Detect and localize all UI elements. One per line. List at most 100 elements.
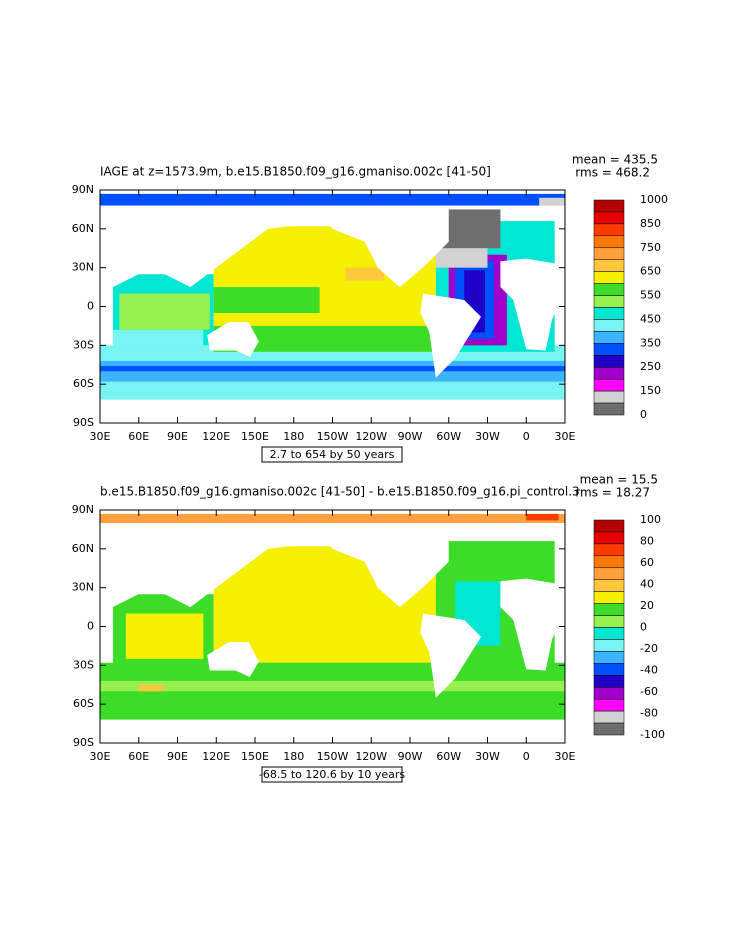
ocean-field (100, 513, 565, 523)
lon-label: 90W (398, 430, 423, 443)
panel-title: IAGE at z=1573.9m, b.e15.B1850.f09_g16.g… (100, 165, 491, 179)
land (420, 613, 482, 698)
lat-label: 30N (72, 581, 94, 594)
lon-label: 30E (90, 750, 111, 763)
info-box (261, 766, 403, 783)
lat-label: 90S (73, 416, 94, 429)
lon-label: 30E (555, 430, 576, 443)
lon-label: 30E (90, 430, 111, 443)
land (500, 258, 565, 351)
lat-label: 0 (87, 300, 94, 313)
colorbar-label: 450 (640, 312, 661, 325)
info-text: -68.5 to 120.6 by 10 years (259, 768, 406, 781)
land (207, 322, 259, 357)
ocean-field (345, 267, 385, 281)
land (100, 209, 320, 288)
colorbar-label: 250 (640, 360, 661, 373)
colorbar-label: 20 (640, 599, 654, 612)
lon-label: 60E (128, 750, 149, 763)
lon-label: 30W (475, 430, 500, 443)
colorbar-label: 150 (640, 384, 661, 397)
colorbar-box (593, 199, 625, 213)
colorbar-box (593, 271, 625, 284)
lon-label: 90E (167, 430, 188, 443)
colorbar-box (593, 531, 625, 545)
colorbar-box (593, 698, 625, 712)
colorbar-box (593, 567, 625, 580)
lat-label: 60S (73, 697, 94, 710)
lat-label: 30S (73, 338, 94, 351)
lon-label: 0 (523, 750, 530, 763)
lat-label: 60S (73, 377, 94, 390)
lat-label: 60N (72, 222, 94, 235)
rms-label: rms = 18.27 (575, 486, 650, 500)
lon-label: 30W (475, 750, 500, 763)
colorbar-box (593, 555, 625, 569)
colorbar-label: 0 (640, 408, 647, 421)
rms-label: rms = 468.2 (575, 166, 650, 180)
lat-label: 0 (87, 620, 94, 633)
lon-label: 0 (523, 430, 530, 443)
colorbar-label: 0 (640, 621, 647, 634)
colorbar-box (593, 355, 625, 368)
colorbar-box (593, 307, 625, 320)
colorbar-label: 60 (640, 556, 654, 569)
colorbar-label: 80 (640, 535, 654, 548)
ocean-field (138, 684, 165, 692)
colorbar-box (593, 259, 625, 272)
ocean-field (100, 366, 565, 372)
ocean-field (213, 662, 436, 679)
colorbar-box (593, 390, 625, 404)
colorbar-label: 550 (640, 289, 661, 302)
lon-label: 120W (355, 430, 387, 443)
colorbar-box (593, 710, 625, 724)
lon-label: 60E (128, 430, 149, 443)
land (207, 642, 259, 677)
colorbar-label: -100 (640, 728, 665, 741)
lon-label: 150W (317, 430, 349, 443)
ocean-field (442, 209, 501, 249)
lon-label: 60W (436, 750, 461, 763)
ocean-field (539, 197, 565, 206)
colorbar-label: 100 (640, 513, 661, 526)
colorbar-box (593, 283, 625, 296)
colorbar-box (593, 366, 625, 380)
colorbar-box (593, 343, 625, 356)
lon-label: 150W (317, 750, 349, 763)
lat-label: 90N (72, 183, 94, 196)
colorbar-box (593, 675, 625, 688)
colorbar-box (593, 223, 625, 237)
land (319, 525, 449, 608)
ocean-field (213, 287, 320, 313)
colorbar-box (593, 378, 625, 392)
colorbar-box (593, 319, 625, 332)
lat-label: 90S (73, 736, 94, 749)
colorbar-label: 850 (640, 217, 661, 230)
colorbar-label: -80 (640, 707, 658, 720)
lon-label: 150E (241, 430, 269, 443)
colorbar-box (593, 627, 625, 640)
lon-label: 30E (555, 750, 576, 763)
ocean-field (119, 293, 210, 330)
lon-label: 90W (398, 750, 423, 763)
colorbar-label: -20 (640, 642, 658, 655)
lon-label: 120E (202, 430, 230, 443)
mean-label: mean = 435.5 (572, 153, 658, 167)
lon-label: 60W (436, 430, 461, 443)
colorbar-label: 650 (640, 265, 661, 278)
lat-label: 30S (73, 658, 94, 671)
colorbar-box (593, 639, 625, 652)
colorbar-box (593, 331, 625, 344)
land (500, 578, 565, 671)
lon-label: 120E (202, 750, 230, 763)
colorbar-box (593, 519, 625, 533)
land (420, 293, 482, 378)
ocean-field (526, 513, 559, 521)
colorbar-label: 750 (640, 241, 661, 254)
lon-label: 120W (355, 750, 387, 763)
colorbar-box (593, 603, 625, 616)
colorbar-label: 40 (640, 578, 654, 591)
colorbar-box (593, 591, 625, 604)
colorbar-box (593, 247, 625, 260)
